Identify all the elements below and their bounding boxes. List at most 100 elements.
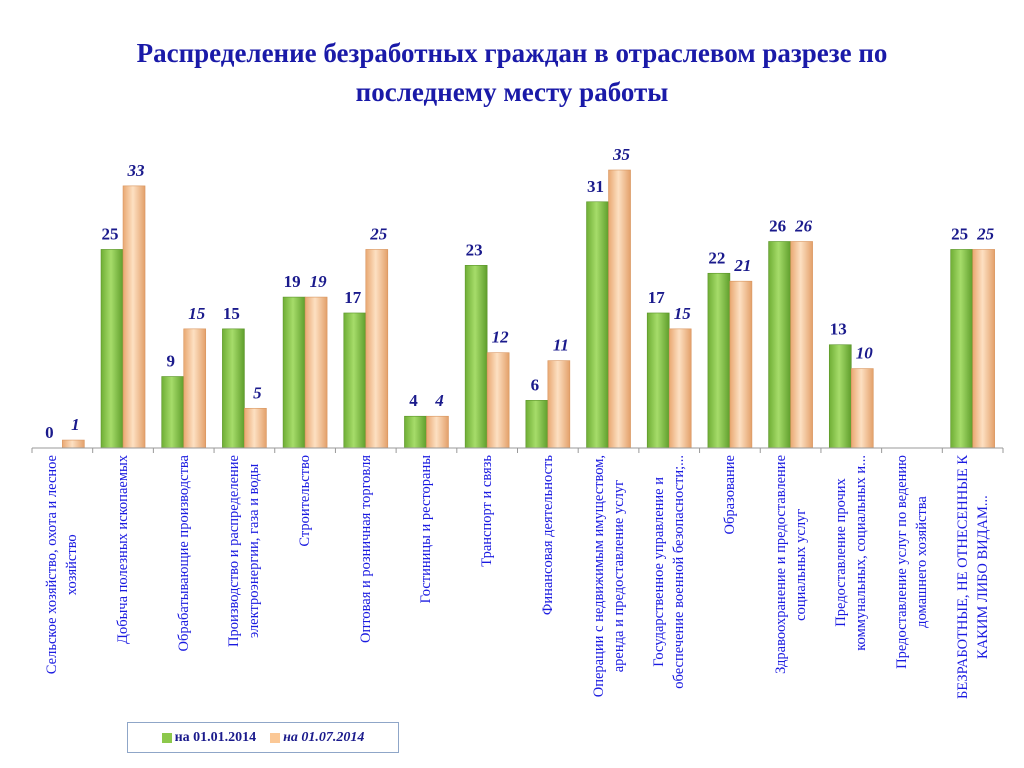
data-label: 17 bbox=[648, 288, 666, 307]
data-label: 12 bbox=[492, 328, 510, 347]
legend-item-series-1: на 01.01.2014 bbox=[161, 729, 257, 746]
legend-label: на 01.01.2014 bbox=[174, 729, 257, 745]
x-tick-label: Обрабатывающие производства bbox=[153, 455, 214, 652]
legend-item-series-2: на 01.07.2014 bbox=[270, 730, 364, 746]
data-label: 26 bbox=[794, 216, 813, 235]
bar-2014-01-01 bbox=[586, 201, 609, 449]
data-label: 17 bbox=[344, 288, 362, 307]
bar-2014-01-01 bbox=[464, 265, 488, 449]
data-label: 9 bbox=[166, 352, 175, 371]
x-tick-label-line: Оптовая и розничная торговля bbox=[357, 455, 374, 643]
x-tick-label-line: электроэнергии, газа и воды bbox=[246, 463, 263, 639]
x-tick-label-text: Образование bbox=[720, 455, 740, 534]
legend: на 01.01.2014 на 01.07.2014 bbox=[127, 722, 399, 753]
bar-2014-01-01 bbox=[222, 328, 245, 449]
data-label: 4 bbox=[434, 391, 444, 410]
bar-2014-01-01 bbox=[950, 249, 973, 449]
data-label: 31 bbox=[587, 177, 604, 196]
x-tick-label: Сельское хозяйство, охота и лесное хозяйс… bbox=[32, 455, 93, 674]
data-label: 26 bbox=[769, 216, 786, 235]
data-label: 25 bbox=[951, 224, 968, 243]
data-label: 15 bbox=[188, 304, 206, 323]
x-tick-label: Оптовая и розничная торговля bbox=[335, 455, 396, 643]
bar-2014-01-01 bbox=[161, 376, 185, 449]
data-label: 19 bbox=[284, 272, 301, 291]
x-tick-label-line: Образование bbox=[721, 455, 738, 535]
x-tick-label: Образование bbox=[700, 455, 761, 534]
x-tick-label: Производство и распределение электроэнерг… bbox=[214, 455, 275, 647]
x-tick-label-text: Гостиницы и рестораны bbox=[416, 455, 436, 603]
data-label: 22 bbox=[708, 248, 725, 267]
bar-2014-07-01 bbox=[183, 328, 207, 449]
chart-title-line-2: последнему месту работы bbox=[355, 77, 669, 107]
data-label: 25 bbox=[102, 224, 119, 243]
data-label: 11 bbox=[553, 336, 569, 355]
bar-2014-07-01 bbox=[790, 241, 813, 449]
x-tick-label-text: БЕЗРАБОТНЫЕ, НЕ ОТНЕСЕННЫЕ К КАКИМ ЛИБО В… bbox=[953, 455, 993, 699]
x-tick-label-line: обеспечение военной безопасности;... bbox=[671, 455, 688, 689]
x-tick-label: Здравоохранение и предоставление социальн… bbox=[760, 455, 821, 674]
bar-2014-01-01 bbox=[343, 312, 367, 449]
bar-2014-01-01 bbox=[100, 249, 124, 449]
x-tick-label: Финансовая деятельность bbox=[518, 455, 579, 615]
bar-2014-01-01 bbox=[707, 272, 731, 449]
bar-2014-07-01 bbox=[729, 280, 753, 449]
bar-2014-07-01 bbox=[426, 415, 449, 449]
data-label: 25 bbox=[369, 224, 388, 243]
x-tick-label-text: Транспорт и связь bbox=[477, 455, 497, 567]
data-label: 10 bbox=[856, 344, 874, 363]
x-tick-label-line: Обрабатывающие производства bbox=[175, 455, 192, 652]
x-tick-label-text: Предоставление услуг по ведению домашнего… bbox=[892, 455, 932, 669]
data-label: 21 bbox=[733, 256, 751, 275]
x-tick-label-line: Предоставление прочих bbox=[833, 478, 850, 628]
bar-2014-01-01 bbox=[282, 296, 306, 449]
legend-swatch-orange bbox=[270, 732, 281, 743]
data-label: 33 bbox=[127, 161, 146, 180]
data-label: 4 bbox=[409, 391, 418, 410]
data-label: 15 bbox=[223, 304, 240, 323]
x-tick-label: Государственное управление и обеспечение … bbox=[639, 455, 700, 689]
x-tick-label: Предоставление прочих коммунальных, социа… bbox=[821, 455, 882, 651]
x-tick-label-text: Добыча полезных ископаемых bbox=[113, 455, 133, 644]
x-tick-label-line: Государственное управление и bbox=[651, 477, 668, 667]
data-label: 15 bbox=[674, 304, 692, 323]
legend-label: на 01.07.2014 bbox=[283, 729, 365, 745]
bar-2014-01-01 bbox=[646, 312, 670, 449]
chart-title-line-1: Распределение безработных граждан в отра… bbox=[136, 38, 888, 68]
x-tick-label-line: КАКИМ ЛИБО ВИДАМ... bbox=[974, 495, 991, 659]
x-tick-label-line: Производство и распределение bbox=[226, 455, 243, 648]
x-tick-label-text: Операции с недвижимым имуществом, аренда … bbox=[589, 455, 629, 697]
x-tick-label-line: Строительство bbox=[297, 455, 314, 547]
data-label: 1 bbox=[71, 415, 80, 434]
chart-title: Распределение безработных граждан в отра… bbox=[0, 34, 1024, 112]
bar-2014-07-01 bbox=[304, 296, 328, 449]
x-tick-label-line: Гостиницы и рестораны bbox=[418, 455, 435, 604]
data-label: 6 bbox=[531, 375, 540, 394]
bar-2014-01-01 bbox=[404, 415, 427, 449]
bar-2014-01-01 bbox=[768, 241, 791, 449]
x-tick-label: Транспорт и связь bbox=[457, 455, 518, 567]
x-tick-label: Предоставление услуг по ведению домашнего… bbox=[882, 455, 943, 669]
data-label: 23 bbox=[466, 240, 483, 259]
data-label: 25 bbox=[976, 224, 995, 243]
x-tick-label-text: Государственное управление и обеспечение … bbox=[649, 455, 689, 689]
bar-2014-01-01 bbox=[525, 400, 549, 449]
x-tick-label-text: Обрабатывающие производства bbox=[174, 455, 194, 652]
x-tick-label-line: Здравоохранение и предоставление bbox=[772, 455, 789, 674]
bar-2014-07-01 bbox=[365, 249, 389, 449]
x-tick-label: Строительство bbox=[275, 455, 336, 547]
x-tick-label-line: социальных услуг bbox=[792, 508, 809, 621]
bar-2014-07-01 bbox=[850, 368, 874, 449]
x-tick-label-line: Добыча полезных ископаемых bbox=[115, 455, 132, 644]
x-tick-label: Гостиницы и рестораны bbox=[396, 455, 457, 603]
x-tick-label-line: Финансовая деятельность bbox=[539, 455, 556, 616]
data-label: 13 bbox=[830, 320, 847, 339]
bar-2014-07-01 bbox=[122, 185, 146, 449]
bar-2014-07-01 bbox=[62, 439, 85, 449]
bar-2014-01-01 bbox=[828, 344, 852, 449]
bar-2014-07-01 bbox=[608, 169, 631, 449]
x-tick-label-line: аренда и предоставление услуг bbox=[610, 479, 627, 673]
bar-2014-07-01 bbox=[244, 407, 267, 449]
legend-swatch-green bbox=[161, 732, 172, 743]
